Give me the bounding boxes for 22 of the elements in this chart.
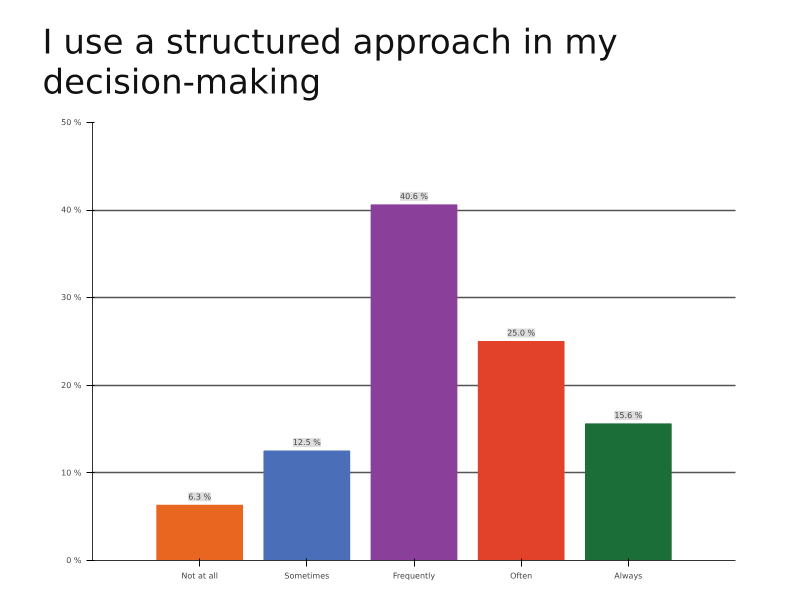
y-tick-label: 40 % <box>61 206 82 215</box>
data-label: 40.6 % <box>400 192 428 201</box>
bar <box>584 423 672 560</box>
chart-title: I use a structured approach in my decision-making <box>42 22 618 102</box>
bar <box>370 204 458 560</box>
y-tick-label: 50 % <box>61 118 82 127</box>
bar <box>478 341 565 560</box>
y-tick-label: 20 % <box>61 380 82 390</box>
y-tick-label: 0 % <box>66 556 82 565</box>
x-tick-label: Sometimes <box>284 572 330 580</box>
data-label: 15.6 % <box>614 410 643 420</box>
bar <box>263 450 350 560</box>
data-label: 12.5 % <box>292 438 322 447</box>
x-tick-label: Not at all <box>181 572 218 580</box>
x-tick-label: Always <box>614 572 642 580</box>
x-tick-label: Frequently <box>392 572 436 580</box>
data-label: 6.3 % <box>188 492 212 502</box>
bar <box>156 504 244 560</box>
x-tick-label: Often <box>510 572 532 580</box>
data-label: 25.0 % <box>507 328 536 338</box>
y-tick-label: 10 % <box>61 468 82 478</box>
y-tick-label: 30 % <box>61 293 82 302</box>
